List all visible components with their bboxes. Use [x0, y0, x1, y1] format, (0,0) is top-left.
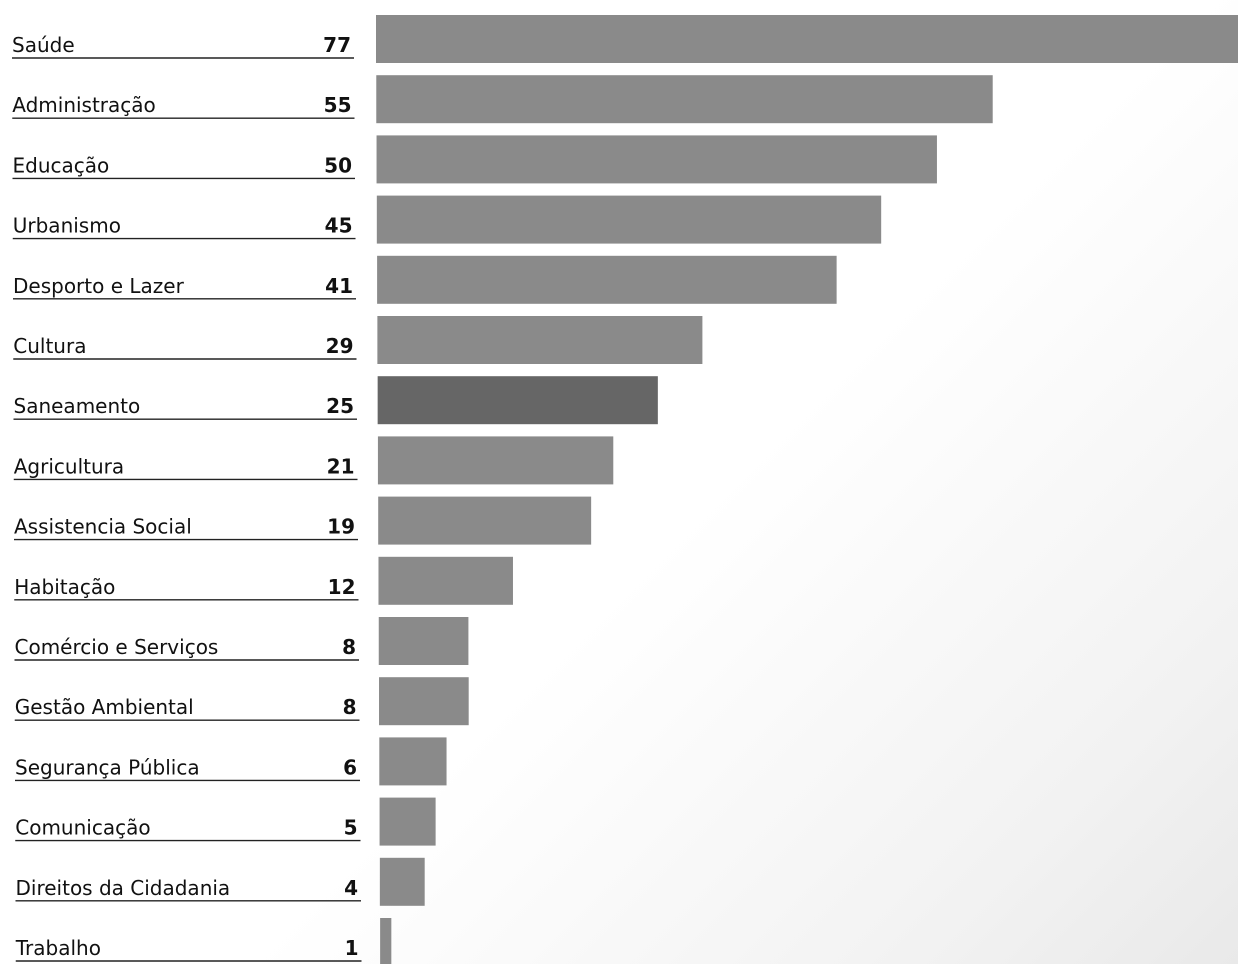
category-label: Habitação [14, 575, 115, 599]
bar-saneamento [377, 376, 658, 425]
bar-row-comunicacao: Comunicação 5 [15, 797, 436, 846]
value-label: 77 [323, 33, 351, 57]
category-label: Urbanismo [13, 214, 121, 238]
category-label: Comércio e Serviços [15, 635, 219, 659]
value-label: 12 [328, 575, 356, 599]
bar-row-trabalho: Trabalho 1 [15, 918, 392, 964]
bar-row-comercio-e-servicos: Comércio e Serviços 8 [14, 617, 469, 665]
value-label: 1 [345, 936, 359, 960]
value-label: 21 [327, 454, 355, 478]
value-label: 50 [324, 153, 352, 177]
bar-assistencia-social [378, 496, 592, 545]
bar-row-direitos-da-cidadania: Direitos da Cidadania 4 [15, 857, 425, 906]
category-label: Assistencia Social [14, 515, 192, 539]
category-label: Administração [12, 93, 156, 117]
bar-direitos-da-cidadania [379, 857, 425, 906]
value-label: 8 [343, 695, 357, 719]
bar-educacao [376, 135, 937, 184]
bar-urbanismo [376, 195, 882, 244]
bar-saude [376, 15, 1238, 63]
category-label: Trabalho [15, 936, 101, 960]
chart-rows: Saúde 77 Administração 55 Educação 50 Urbanism… [12, 15, 1238, 964]
bar-seguranca-publica [379, 737, 447, 786]
category-label: Desporto e Lazer [13, 274, 185, 298]
bar-agricultura [377, 436, 614, 485]
category-label: Gestão Ambiental [15, 695, 194, 719]
category-label: Educação [13, 153, 110, 177]
bar-row-administracao: Administração 55 [12, 75, 993, 124]
category-label: Direitos da Cidadania [16, 876, 231, 900]
value-label: 45 [325, 214, 353, 238]
bar-comunicacao [379, 797, 436, 846]
bar-row-cultura: Cultura 29 [13, 316, 703, 364]
bar-cultura [377, 316, 703, 364]
bar-row-saude: Saúde 77 [12, 15, 1238, 63]
value-label: 41 [325, 274, 353, 298]
bar-row-assistencia-social: Assistencia Social 19 [14, 496, 592, 545]
bar-row-agricultura: Agricultura 21 [13, 436, 614, 485]
bar-row-saneamento: Saneamento 25 [13, 376, 658, 425]
bar-habitacao [378, 556, 513, 605]
bar-comercio-e-servicos [378, 617, 469, 665]
value-label: 8 [342, 635, 356, 659]
bar-row-educacao: Educação 50 [12, 135, 937, 184]
category-label: Cultura [13, 334, 86, 358]
bar-row-habitacao: Habitação 12 [14, 556, 513, 605]
bar-desporto-e-lazer [377, 255, 837, 304]
bar-administracao [376, 75, 993, 124]
value-label: 6 [343, 755, 357, 779]
category-label: Saúde [12, 33, 75, 57]
bar-row-gestao-ambiental: Gestão Ambiental 8 [14, 677, 469, 726]
value-label: 4 [344, 876, 358, 900]
category-label: Saneamento [14, 394, 141, 418]
value-label: 25 [326, 394, 354, 418]
value-label: 29 [326, 334, 354, 358]
bar-row-desporto-e-lazer: Desporto e Lazer 41 [13, 255, 837, 304]
bar-gestao-ambiental [379, 677, 469, 726]
bar-row-seguranca-publica: Segurança Pública 6 [15, 737, 447, 786]
bar-row-urbanismo: Urbanismo 45 [12, 195, 882, 244]
category-label: Segurança Pública [15, 755, 200, 779]
bar-trabalho [380, 918, 392, 964]
category-label: Agricultura [14, 454, 124, 478]
value-label: 55 [324, 93, 352, 117]
value-label: 5 [344, 816, 358, 840]
value-label: 19 [327, 515, 355, 539]
category-label: Comunicação [15, 816, 150, 840]
